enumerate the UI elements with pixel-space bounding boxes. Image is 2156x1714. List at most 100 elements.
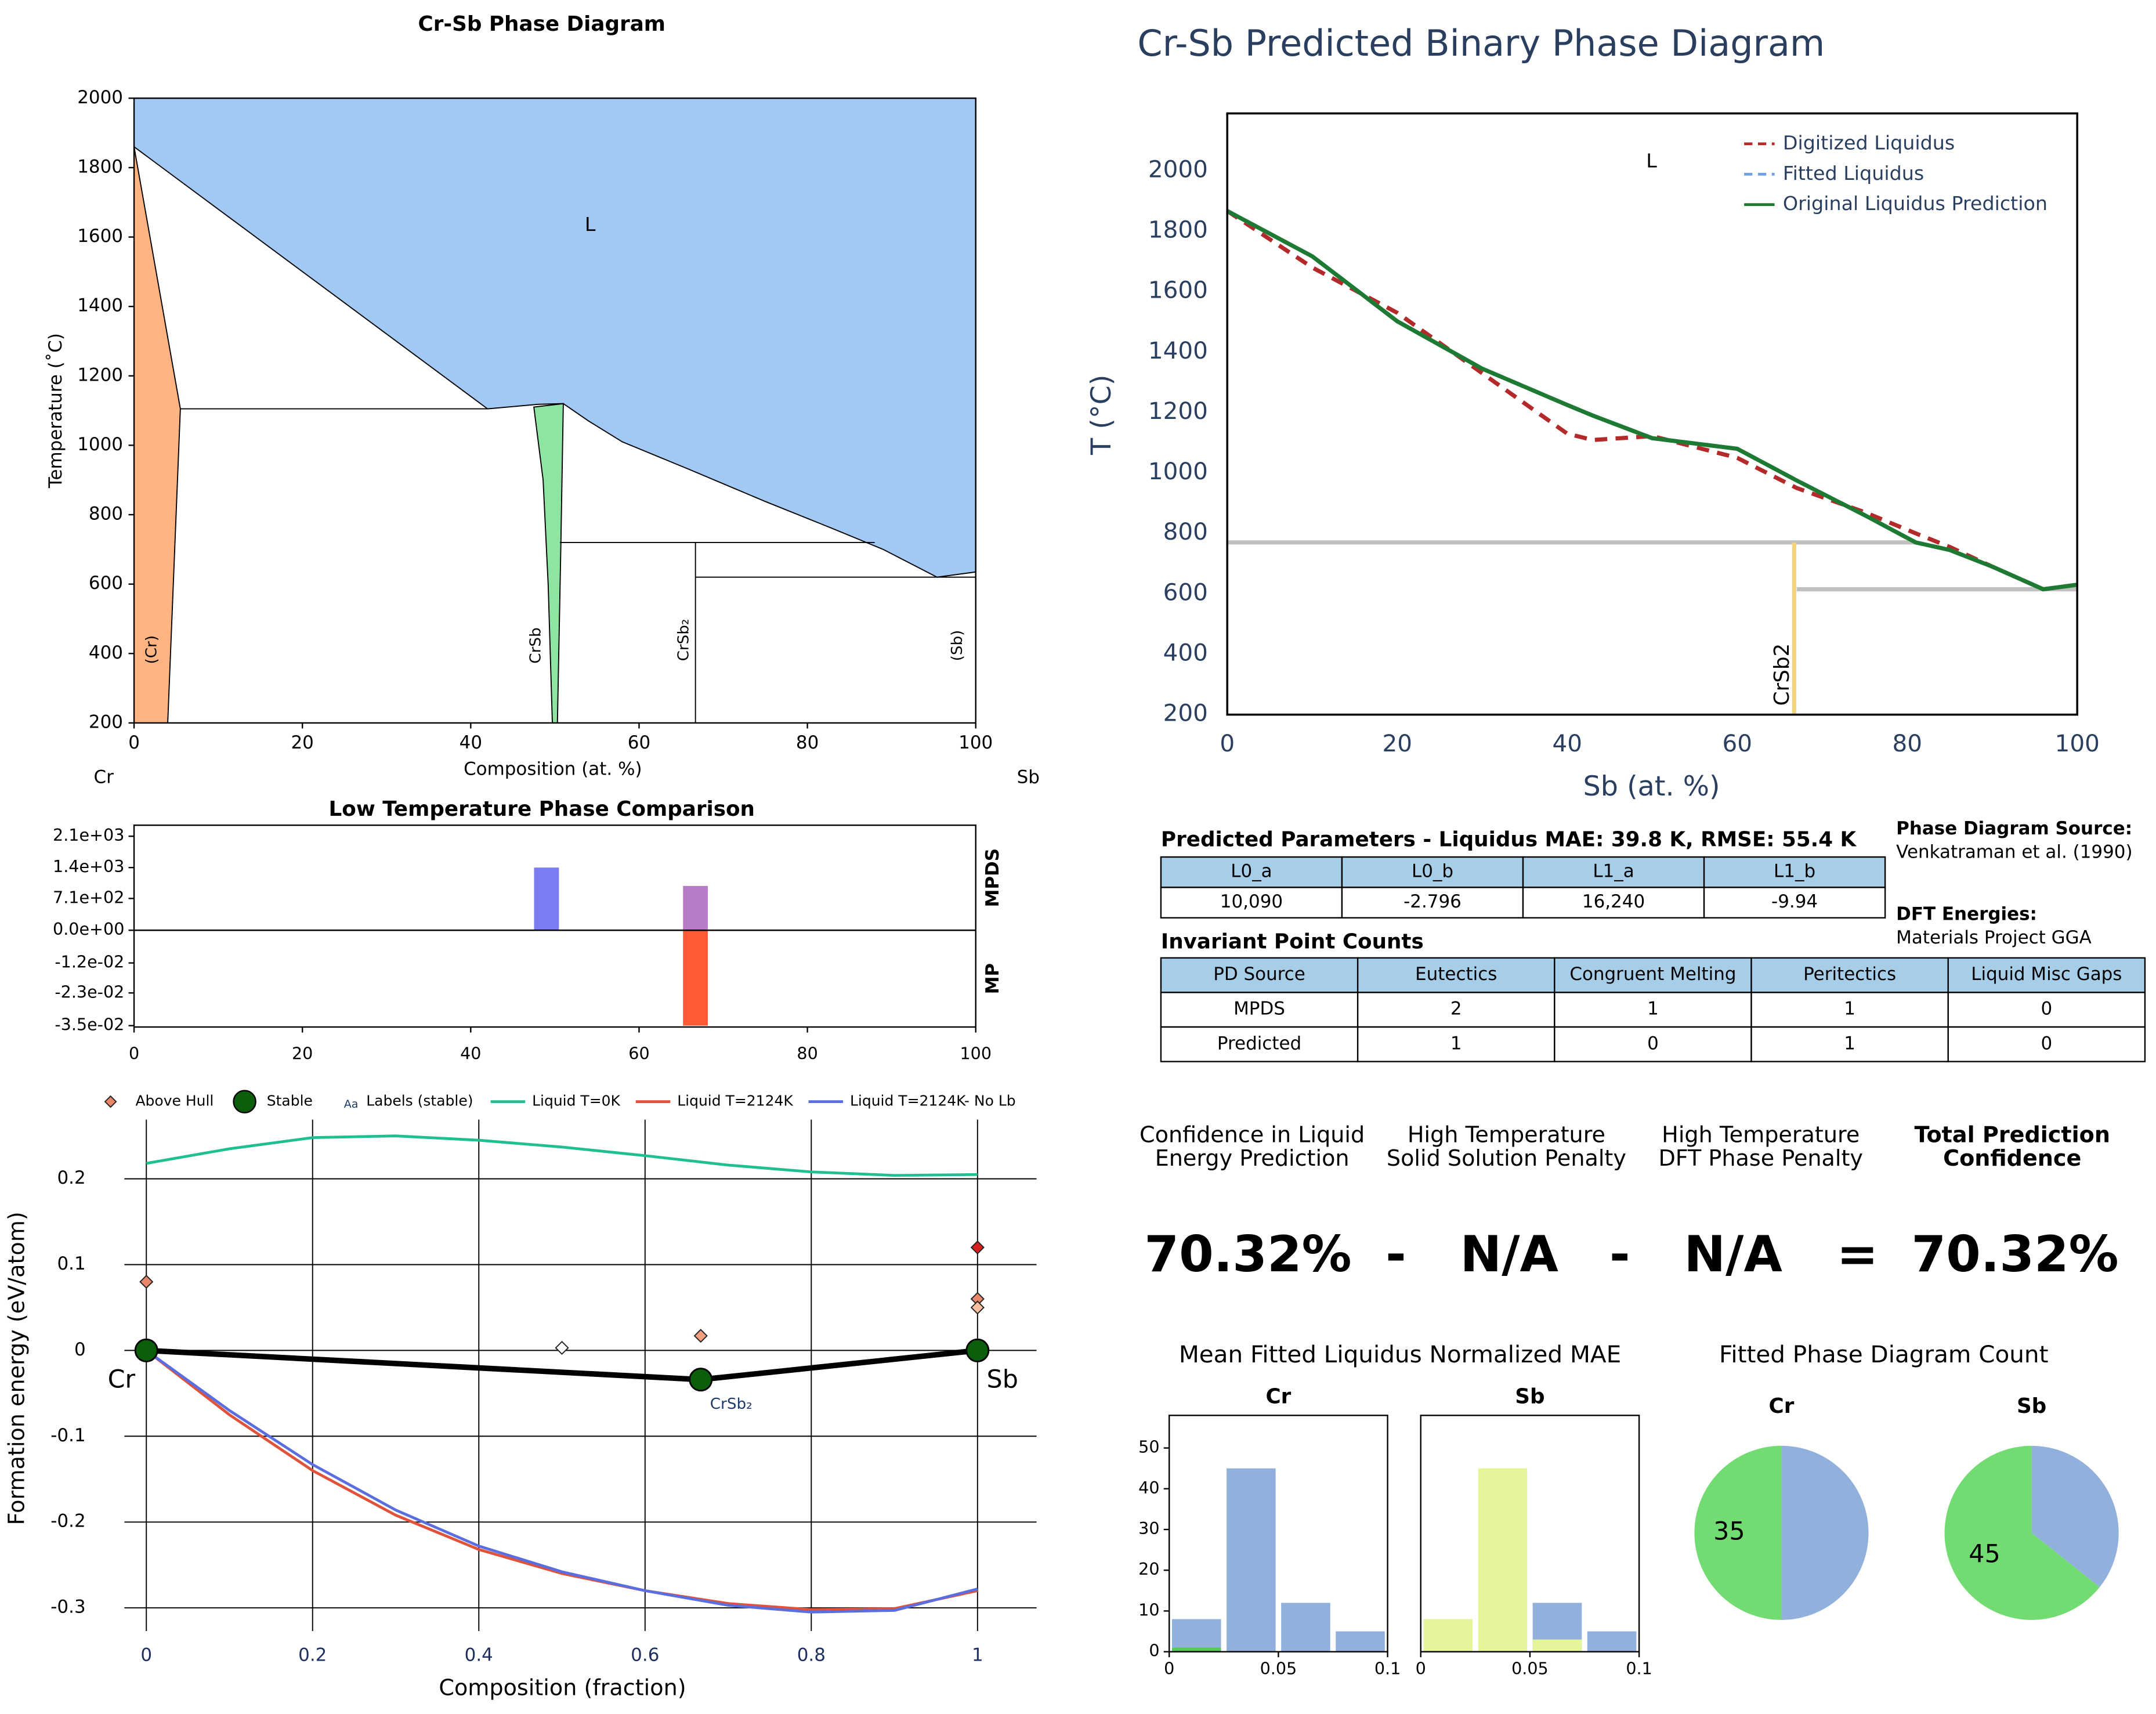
stable-point xyxy=(689,1368,713,1392)
histogram-bar xyxy=(1171,1647,1221,1652)
header-cell xyxy=(1160,957,1359,993)
y-tick-label: 2.1e+03 xyxy=(53,825,124,845)
pie-slice xyxy=(1781,1445,1869,1620)
column-header: L1_b xyxy=(1774,861,1815,882)
region-label: (Cr) xyxy=(143,635,161,664)
x-tick-label: 0 xyxy=(1416,1659,1426,1679)
x-tick-label: 0.8 xyxy=(797,1644,826,1665)
operator: - xyxy=(1386,1225,1406,1283)
cell-text: 16,240 xyxy=(1582,891,1645,912)
end-label: Cr xyxy=(93,767,114,788)
table-title: Predicted Parameters - Liquidus MAE: 39.… xyxy=(1161,827,1857,851)
confidence-value: 70.32% xyxy=(1911,1225,2118,1283)
column-header: Eutectics xyxy=(1415,964,1497,985)
stable-point xyxy=(134,1338,158,1362)
x-tick-label: 0 xyxy=(1164,1659,1174,1679)
confidence-label: High Temperature xyxy=(1662,1122,1860,1148)
above-hull-point xyxy=(139,1275,154,1289)
cell-text: MPDS xyxy=(1233,999,1285,1019)
y-tick-label: 2000 xyxy=(1148,155,1208,183)
region-label: CrSb₂ xyxy=(675,619,693,661)
column-header: Congruent Melting xyxy=(1569,964,1736,985)
operator: - xyxy=(1609,1225,1630,1283)
chart-title: Low Temperature Phase Comparison xyxy=(329,797,755,821)
x-tick-label: 0 xyxy=(1220,729,1235,757)
y-tick-label: 800 xyxy=(89,504,123,525)
confidence-value: 70.32% xyxy=(1144,1225,1351,1283)
y-tick-label: 1600 xyxy=(77,226,123,247)
panel-label: MP xyxy=(982,963,1003,995)
legend-swatch xyxy=(104,1095,117,1108)
pie-slice xyxy=(1944,1445,2100,1620)
operator: = xyxy=(1837,1225,1879,1283)
table-cell xyxy=(1160,1026,1359,1062)
y-tick-label: 0.0e+00 xyxy=(53,919,124,939)
x-tick-label: 80 xyxy=(796,732,819,753)
y-tick-label: 1000 xyxy=(77,434,123,455)
cell-text: 0 xyxy=(1647,1033,1659,1054)
header-cell xyxy=(1522,856,1705,888)
cell-text: 1 xyxy=(1844,999,1855,1019)
y-tick-label: 2000 xyxy=(77,87,123,108)
cell-text: -9.94 xyxy=(1771,891,1818,912)
y-tick-label: 800 xyxy=(1163,518,1208,545)
x-tick-label: 60 xyxy=(1722,729,1752,757)
liquid-curve xyxy=(145,1349,978,1614)
x-tick-label: 20 xyxy=(291,732,313,753)
y-tick-label: 40 xyxy=(1138,1478,1159,1498)
annotation: CrSb2 xyxy=(1770,643,1794,706)
legend-label: Stable xyxy=(267,1093,313,1109)
pie-slice xyxy=(1694,1445,1782,1620)
column-header: L0_b xyxy=(1412,861,1453,882)
histogram-bar xyxy=(1423,1619,1473,1652)
x-tick-label: 60 xyxy=(628,1044,649,1064)
y-tick-label: 1200 xyxy=(1148,397,1208,425)
region-label: CrSb xyxy=(527,627,545,663)
x-tick-label: 0.1 xyxy=(1374,1659,1401,1679)
y-tick-label: -1.2e-02 xyxy=(55,952,124,972)
y-tick-label: 10 xyxy=(1138,1600,1159,1619)
chart-title: Sb xyxy=(2017,1394,2046,1418)
legend-swatch xyxy=(233,1090,256,1113)
legend-swatch: Aa xyxy=(344,1098,359,1111)
phase-label: Sb xyxy=(986,1365,1018,1394)
bar xyxy=(683,930,708,1026)
y-tick-label: 400 xyxy=(1163,639,1208,667)
y-tick-label: 200 xyxy=(89,711,123,732)
y-tick-label: 0 xyxy=(1149,1641,1159,1661)
slice-label: 45 xyxy=(1969,1539,2001,1568)
above-hull-point xyxy=(970,1240,985,1254)
x-tick-label: 0 xyxy=(128,732,140,753)
x-axis-label: Sb (at. %) xyxy=(1583,771,1720,802)
x-tick-label: 0.4 xyxy=(465,1644,493,1665)
plot-frame xyxy=(133,825,976,1028)
chart-title: Sb xyxy=(1515,1384,1544,1408)
liquid-curve xyxy=(146,1134,978,1177)
x-tick-label: 20 xyxy=(1382,729,1412,757)
chart-title: Cr xyxy=(1769,1394,1795,1418)
y-tick-label: 1800 xyxy=(77,156,123,177)
y-tick-label: 1800 xyxy=(1148,216,1208,244)
legend-label: Digitized Liquidus xyxy=(1783,131,1955,154)
cell-text: -2.796 xyxy=(1403,891,1462,912)
source-note: DFT Energies: xyxy=(1896,904,2037,925)
cell-text: Predicted xyxy=(1217,1033,1301,1054)
chart-title: Cr-Sb Predicted Binary Phase Diagram xyxy=(1137,23,1825,64)
legend-label: Labels (stable) xyxy=(366,1093,473,1109)
x-tick-label: 60 xyxy=(628,732,650,753)
x-tick-label: 0.6 xyxy=(631,1644,659,1665)
confidence-value: N/A xyxy=(1460,1225,1558,1283)
plot-frame xyxy=(133,97,976,724)
histogram-bar xyxy=(1532,1639,1582,1652)
y-tick-label: 50 xyxy=(1138,1437,1159,1457)
source-note: Phase Diagram Source: xyxy=(1896,818,2132,839)
confidence-label: DFT Phase Penalty xyxy=(1658,1145,1863,1171)
column-header: Liquid Misc Gaps xyxy=(1971,964,2122,985)
histogram-bar xyxy=(1171,1619,1221,1652)
y-tick-label: 600 xyxy=(89,573,123,594)
bar xyxy=(534,867,559,931)
table-cell xyxy=(1356,1026,1555,1062)
histogram-bar xyxy=(1227,1468,1276,1652)
table-cell xyxy=(1554,1026,1752,1062)
header-cell xyxy=(1554,957,1752,993)
